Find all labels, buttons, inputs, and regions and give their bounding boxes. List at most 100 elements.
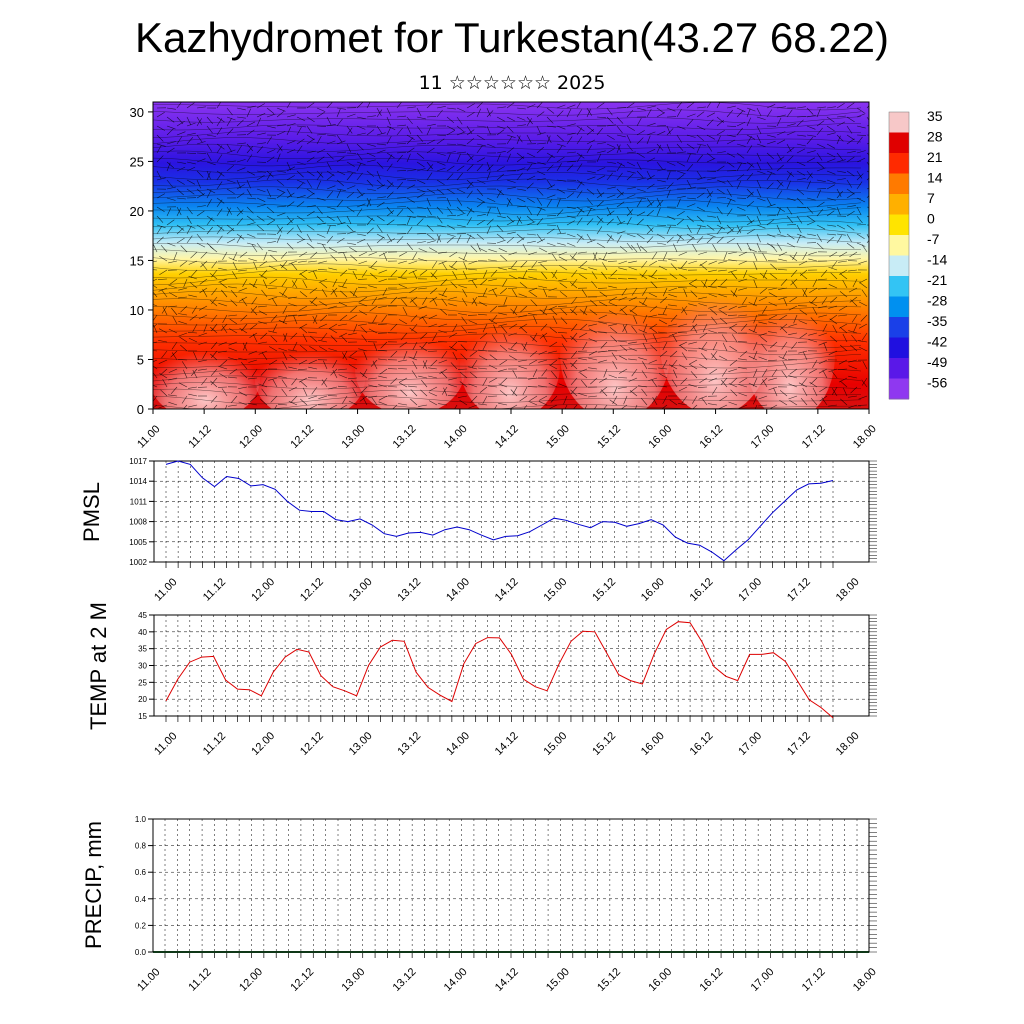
wind-vector (338, 301, 348, 307)
wind-vector (471, 359, 478, 368)
wind-vector (588, 395, 598, 398)
wind-vector (266, 220, 275, 226)
wind-vector (418, 314, 428, 320)
wind-vector (478, 301, 488, 307)
wind-vector (696, 170, 703, 179)
wind-vector (428, 314, 438, 320)
wind-vector (496, 151, 506, 154)
wind-vector (529, 395, 538, 402)
wind-vector (730, 389, 738, 397)
wind-vector (229, 318, 238, 325)
wind-vector (546, 107, 555, 114)
wind-vector (249, 282, 258, 289)
wind-vector (482, 377, 488, 387)
wind-vector (386, 179, 394, 187)
wind-vector (646, 236, 654, 244)
wind-vector (347, 377, 358, 380)
y-tick-label: 45 (138, 611, 147, 620)
wind-vector (296, 125, 307, 128)
wind-vector (786, 197, 796, 201)
x-tick-label: 16.00 (639, 730, 667, 758)
wind-vector (186, 132, 196, 136)
x-tick-label: 12.12 (298, 730, 326, 758)
wind-vector (441, 262, 448, 271)
wind-vector (187, 332, 198, 334)
wind-vector (716, 179, 726, 184)
wind-vector (346, 143, 351, 153)
wind-vector (786, 180, 791, 190)
wind-vector (736, 163, 742, 172)
wind-vector (442, 287, 448, 296)
wind-vector (562, 360, 568, 370)
wind-vector (816, 143, 826, 149)
wind-vector (806, 172, 813, 181)
wind-vector (516, 167, 526, 172)
wind-vector (670, 350, 678, 358)
wind-vector (408, 269, 418, 274)
wind-vector (556, 163, 562, 172)
wind-vector (446, 173, 454, 181)
wind-vector (842, 279, 848, 289)
wind-vector (548, 305, 558, 310)
wind-vector (758, 332, 768, 337)
wind-vector (226, 143, 232, 152)
wind-vector (643, 333, 648, 343)
wind-vector (486, 225, 491, 235)
wind-vector (598, 314, 608, 319)
x-tick-label: 14.00 (444, 576, 472, 604)
wind-vector (186, 102, 195, 109)
wind-vector (796, 170, 805, 176)
colorbar-swatch-0 (889, 112, 909, 133)
wind-vector (706, 112, 716, 118)
wind-vector (646, 209, 654, 217)
wind-vector (396, 182, 404, 190)
wind-vector (799, 269, 808, 277)
wind-vector (426, 161, 433, 170)
wind-vector (168, 260, 178, 264)
wind-vector (437, 341, 448, 343)
wind-vector (450, 281, 458, 289)
wind-vector (791, 280, 798, 289)
wind-vector (570, 389, 578, 397)
wind-vector (571, 278, 578, 287)
wind-vector (776, 114, 786, 118)
wind-vector (686, 224, 692, 233)
wind-vector (220, 359, 228, 367)
wind-vector (228, 257, 238, 262)
wind-vector (349, 364, 358, 370)
wind-vector (250, 395, 258, 403)
wind-vector (348, 332, 358, 336)
wind-vector (606, 116, 614, 124)
wind-vector (616, 188, 624, 196)
wind-vector (478, 247, 488, 253)
wind-vector (491, 314, 498, 323)
wind-vector (846, 116, 855, 123)
wind-vector (206, 226, 213, 235)
wind-vector (816, 233, 822, 242)
wind-vector (598, 301, 608, 307)
wind-vector (246, 143, 254, 152)
wind-vector (310, 335, 318, 343)
wind-vector (256, 132, 266, 136)
contour-line-42 (153, 395, 862, 405)
wind-vector (407, 385, 418, 388)
x-tick-label: 16.12 (688, 576, 716, 604)
wind-vector (816, 188, 827, 190)
wind-vector (518, 293, 528, 298)
wind-vector (846, 205, 856, 208)
wind-vector (180, 344, 188, 352)
wind-vector (413, 350, 418, 360)
wind-vector (270, 395, 278, 403)
wind-vector (368, 395, 378, 399)
wind-vector (356, 161, 366, 166)
x-tick-label: 13.12 (395, 576, 423, 604)
wind-vector (426, 233, 435, 240)
wind-vector (238, 287, 248, 292)
wind-vector (846, 179, 853, 188)
wind-vector (548, 404, 558, 409)
wind-vector (540, 263, 548, 271)
colorbar-swatch-3 (889, 173, 909, 195)
wind-vector (438, 323, 448, 327)
wind-vector (316, 233, 326, 238)
